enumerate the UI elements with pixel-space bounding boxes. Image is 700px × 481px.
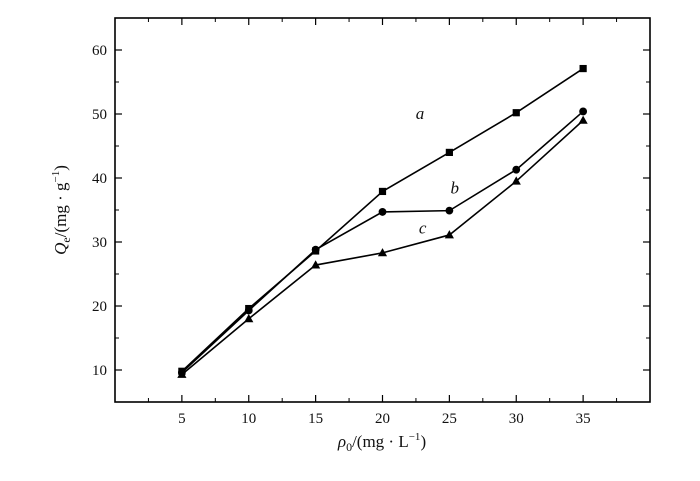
series-line-a bbox=[181, 67, 584, 372]
x-tick-label: 35 bbox=[576, 411, 591, 427]
y-axis-label: Qe/(mg · g−1) bbox=[50, 165, 73, 255]
x-tick-label: 5 bbox=[178, 411, 186, 427]
series-b-point bbox=[445, 206, 454, 215]
series-c-point bbox=[377, 248, 388, 257]
label-layer: a b c bbox=[416, 104, 459, 238]
y-tick-label: 50 bbox=[92, 107, 107, 123]
series-label-c: c bbox=[419, 219, 427, 238]
series-label-b: b bbox=[450, 178, 459, 197]
y-tick-label: 20 bbox=[92, 299, 107, 315]
tick-layer: 5 10 15 20 25 30 35 10 20 30 40 50 60 bbox=[92, 17, 650, 427]
y-tick-label: 10 bbox=[92, 363, 107, 379]
series-a-point bbox=[579, 64, 587, 73]
series-c-point bbox=[444, 230, 454, 239]
series-label-a: a bbox=[416, 104, 425, 123]
x-tick-label: 30 bbox=[509, 411, 524, 427]
series-c-point bbox=[177, 369, 187, 378]
series-b-point bbox=[512, 165, 521, 174]
series-c-point bbox=[511, 176, 521, 185]
x-tick-label: 20 bbox=[375, 411, 390, 427]
x-tick-label: 15 bbox=[308, 411, 323, 427]
series-a-point bbox=[512, 109, 520, 117]
y-tick-label: 30 bbox=[92, 235, 107, 251]
series-b-point bbox=[579, 107, 588, 116]
series-c-point bbox=[578, 115, 588, 124]
series-a-point bbox=[445, 148, 453, 156]
series-line-b bbox=[181, 110, 584, 374]
x-tick-label: 10 bbox=[241, 411, 256, 427]
series-c-point bbox=[311, 260, 321, 269]
series-b-point bbox=[244, 306, 253, 315]
series-c-point bbox=[244, 314, 254, 323]
series-b-point bbox=[378, 208, 387, 216]
series-line-c bbox=[181, 119, 584, 376]
series-a-point bbox=[378, 187, 387, 196]
x-axis-label: ρ0/(mg · L−1) bbox=[337, 431, 426, 454]
y-tick-label: 60 bbox=[92, 43, 107, 59]
series-b-point bbox=[311, 245, 320, 254]
x-tick-label: 25 bbox=[442, 411, 457, 427]
series-layer bbox=[177, 64, 588, 378]
y-tick-label: 40 bbox=[92, 171, 107, 187]
